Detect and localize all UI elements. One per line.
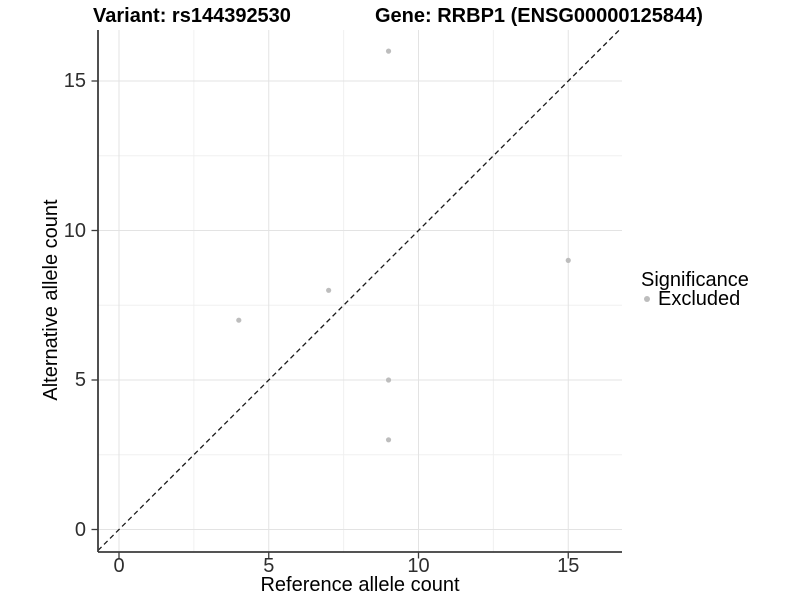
scatter-point <box>565 257 571 263</box>
y-tick-label: 5 <box>74 369 86 391</box>
scatter-point <box>236 317 242 323</box>
x-tick-label: 10 <box>407 555 430 577</box>
identity-dashed-line <box>97 29 620 551</box>
legend-item-label: Excluded <box>658 288 741 310</box>
legend-point-icon <box>644 296 650 302</box>
y-tick-label: 10 <box>63 219 86 242</box>
plot-title-variant: Variant: rs144392530 <box>93 5 291 27</box>
y-tick-label: 15 <box>63 70 86 92</box>
plot-title-gene: Gene: RRBP1 (ENSG00000125844) <box>375 5 703 27</box>
x-tick-label: 0 <box>113 555 125 577</box>
x-tick-label: 15 <box>557 555 580 577</box>
legend-title: Significance <box>641 269 749 291</box>
scatter-point <box>385 437 392 443</box>
y-tick-label: 0 <box>74 518 86 541</box>
scatter-point <box>385 48 392 54</box>
scatter-point <box>385 377 392 383</box>
scatter-point <box>326 287 332 293</box>
x-tick-label: 5 <box>263 555 275 577</box>
x-axis-title: Reference allele count <box>260 574 460 596</box>
